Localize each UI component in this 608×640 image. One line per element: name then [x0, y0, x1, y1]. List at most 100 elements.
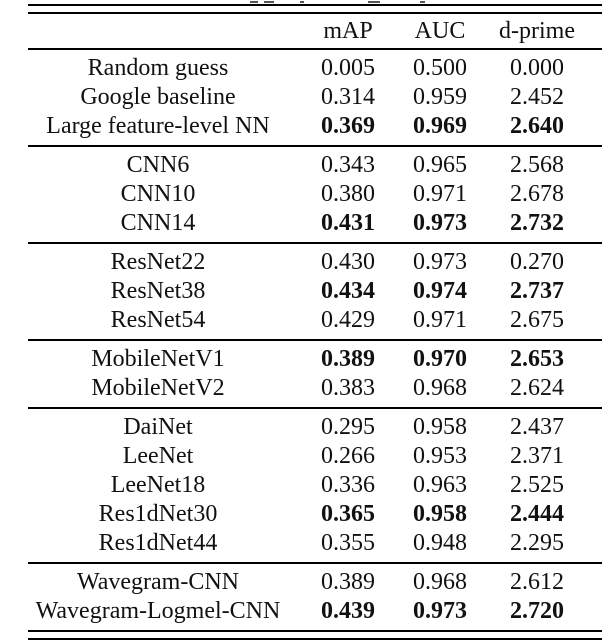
auc-value: 0.948: [413, 530, 467, 556]
header-map: mAP: [323, 18, 373, 44]
map-value: 0.439: [321, 598, 375, 624]
table-group: CNN6 0.343 0.965 2.568 CNN10 0.380 0.971 2.678 C…: [28, 145, 602, 242]
model-name: ResNet54: [110, 307, 206, 333]
auc-value: 0.963: [413, 472, 467, 498]
table-body: Random guess 0.005 0.500 0.000 Google baseli…: [28, 48, 602, 630]
auc-value: 0.973: [413, 210, 467, 236]
model-name: Wavegram-CNN: [76, 569, 239, 595]
table-group: MobileNetV1 0.389 0.970 2.653 MobileNetV2 0.3…: [28, 339, 602, 407]
table-row: ResNet54 0.429 0.971 2.675: [28, 306, 602, 335]
model-name: CNN10: [120, 181, 196, 207]
dprime-value: 2.444: [510, 501, 564, 527]
map-value: 0.434: [321, 278, 375, 304]
dprime-value: 0.000: [510, 55, 564, 81]
dprime-value: 2.678: [510, 181, 564, 207]
table-top-rule: [28, 4, 602, 14]
table-bottom-rule: [28, 630, 602, 640]
table-row: ResNet38 0.434 0.974 2.737: [28, 277, 602, 306]
model-name: Random guess: [87, 55, 229, 81]
auc-value: 0.969: [413, 113, 467, 139]
auc-value: 0.973: [413, 598, 467, 624]
dprime-value: 2.437: [510, 414, 564, 440]
model-name: Wavegram-Logmel-CNN: [35, 598, 281, 624]
table-row: CNN6 0.343 0.965 2.568: [28, 151, 602, 180]
dprime-value: 2.720: [510, 598, 564, 624]
table-row: DaiNet 0.295 0.958 2.437: [28, 413, 602, 442]
cropped-caption-remnant: [0, 0, 608, 3]
auc-value: 0.973: [413, 249, 467, 275]
dprime-value: 2.737: [510, 278, 564, 304]
auc-value: 0.958: [413, 501, 467, 527]
table-row: MobileNetV2 0.383 0.968 2.624: [28, 374, 602, 403]
model-name: MobileNetV1: [91, 346, 225, 372]
dprime-value: 2.612: [510, 569, 564, 595]
map-value: 0.355: [321, 530, 375, 556]
table-row: ResNet22 0.430 0.973 0.270: [28, 248, 602, 277]
dprime-value: 2.624: [510, 375, 564, 401]
table-row: CNN14 0.431 0.973 2.732: [28, 209, 602, 238]
auc-value: 0.500: [413, 55, 467, 81]
model-name: CNN14: [120, 210, 196, 236]
model-name: ResNet22: [110, 249, 206, 275]
header-model-column: [28, 14, 288, 48]
auc-value: 0.965: [413, 152, 467, 178]
dprime-value: 2.452: [510, 84, 564, 110]
model-name: LeeNet18: [110, 472, 206, 498]
table-row: CNN10 0.380 0.971 2.678: [28, 180, 602, 209]
model-name: Res1dNet44: [98, 530, 218, 556]
dprime-value: 2.525: [510, 472, 564, 498]
model-name: ResNet38: [110, 278, 206, 304]
map-value: 0.336: [321, 472, 375, 498]
map-value: 0.295: [321, 414, 375, 440]
map-value: 0.005: [321, 55, 375, 81]
dprime-value: 2.653: [510, 346, 564, 372]
auc-value: 0.971: [413, 181, 467, 207]
dprime-value: 2.732: [510, 210, 564, 236]
model-name: Large feature-level NN: [46, 113, 270, 139]
map-value: 0.383: [321, 375, 375, 401]
auc-value: 0.974: [413, 278, 467, 304]
model-name: DaiNet: [123, 414, 193, 440]
dprime-value: 2.640: [510, 113, 564, 139]
map-value: 0.431: [321, 210, 375, 236]
map-value: 0.365: [321, 501, 375, 527]
model-name: MobileNetV2: [91, 375, 225, 401]
dprime-value: 2.371: [510, 443, 564, 469]
table-group: Wavegram-CNN 0.389 0.968 2.612 Wavegram-Logm…: [28, 562, 602, 630]
table-row: LeeNet 0.266 0.953 2.371: [28, 442, 602, 471]
map-value: 0.343: [321, 152, 375, 178]
auc-value: 0.970: [413, 346, 467, 372]
model-name: CNN6: [126, 152, 190, 178]
auc-value: 0.953: [413, 443, 467, 469]
table-row: Random guess 0.005 0.500 0.000: [28, 54, 602, 83]
auc-value: 0.968: [413, 375, 467, 401]
model-name: LeeNet: [122, 443, 194, 469]
dprime-value: 0.270: [510, 249, 564, 275]
model-name: Google baseline: [80, 84, 236, 110]
map-value: 0.369: [321, 113, 375, 139]
table-row: Large feature-level NN 0.369 0.969 2.640: [28, 112, 602, 141]
table-row: Wavegram-CNN 0.389 0.968 2.612: [28, 568, 602, 597]
map-value: 0.314: [321, 84, 375, 110]
table-group: ResNet22 0.430 0.973 0.270 ResNet38 0.434 0.97…: [28, 242, 602, 339]
table-row: Wavegram-Logmel-CNN 0.439 0.973 2.720: [28, 597, 602, 626]
map-value: 0.380: [321, 181, 375, 207]
map-value: 0.389: [321, 569, 375, 595]
auc-value: 0.971: [413, 307, 467, 333]
table-row: Google baseline 0.314 0.959 2.452: [28, 83, 602, 112]
auc-value: 0.959: [413, 84, 467, 110]
map-value: 0.429: [321, 307, 375, 333]
table-group: DaiNet 0.295 0.958 2.437 LeeNet 0.266 0.953 2.3…: [28, 407, 602, 562]
table-group: Random guess 0.005 0.500 0.000 Google baseli…: [28, 48, 602, 145]
table-row: LeeNet18 0.336 0.963 2.525: [28, 471, 602, 500]
dprime-value: 2.295: [510, 530, 564, 556]
header-auc: AUC: [414, 18, 466, 44]
map-value: 0.266: [321, 443, 375, 469]
dprime-value: 2.675: [510, 307, 564, 333]
auc-value: 0.958: [413, 414, 467, 440]
auc-value: 0.968: [413, 569, 467, 595]
map-value: 0.389: [321, 346, 375, 372]
header-dprime: d-prime: [499, 18, 575, 44]
model-name: Res1dNet30: [98, 501, 218, 527]
